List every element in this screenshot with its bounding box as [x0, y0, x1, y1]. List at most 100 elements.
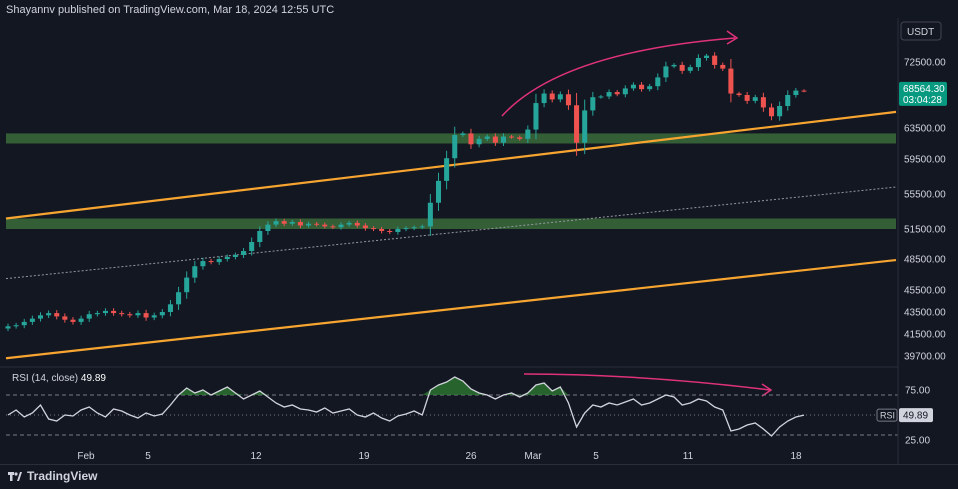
candle — [224, 254, 230, 262]
candle — [565, 89, 571, 110]
price-pane[interactable] — [5, 30, 897, 360]
price-tick-label: 55500.00 — [904, 190, 946, 201]
candle — [655, 73, 661, 91]
candle — [346, 220, 352, 227]
candle-body — [768, 107, 775, 117]
time-tick-label: 5 — [593, 451, 599, 462]
candle — [606, 89, 612, 100]
candle — [322, 222, 328, 229]
rsi-overbought-fill — [211, 387, 244, 395]
candle — [484, 134, 490, 141]
candle-body — [151, 315, 157, 318]
candle-body — [476, 138, 482, 145]
candle-body — [760, 97, 766, 108]
candle — [614, 90, 620, 97]
tradingview-brand: TradingView — [27, 469, 98, 483]
candle — [257, 226, 263, 248]
candle — [541, 89, 547, 108]
candle-body — [647, 86, 653, 90]
candle-body — [200, 261, 206, 267]
price-tick-label: 48500.00 — [904, 255, 946, 266]
candle — [695, 54, 701, 71]
candle — [476, 135, 482, 148]
chart-canvas[interactable]: RSI (14, close) 49.89 72500.00 63500.00 59… — [0, 0, 958, 465]
candle-body — [468, 133, 474, 145]
price-tick-label: 63500.00 — [904, 124, 946, 135]
candle-body — [297, 222, 303, 226]
candle — [21, 318, 27, 329]
currency-selector-box[interactable] — [900, 21, 942, 41]
tradingview-logo[interactable]: TradingView — [8, 469, 97, 483]
candle-body — [509, 136, 515, 138]
arrowhead-icon — [761, 383, 773, 397]
candle-body — [232, 255, 238, 257]
candle — [663, 61, 669, 83]
candle-body — [614, 92, 620, 95]
candle — [419, 224, 425, 230]
candle — [785, 90, 791, 111]
time-tick-label: Feb — [77, 451, 95, 462]
uptrend-arrow-annotation — [501, 37, 736, 117]
rsi-legend-value: 49.89 — [81, 373, 106, 384]
candle — [232, 252, 238, 260]
last-price-badge-box — [899, 81, 947, 106]
support-zone — [6, 218, 896, 229]
candle-body — [549, 93, 555, 100]
candle — [86, 310, 92, 322]
candle-body — [94, 313, 100, 315]
candle-body — [728, 68, 734, 94]
candle-body — [143, 313, 149, 318]
divergence-arrow-annotation — [523, 373, 771, 391]
time-tick-label: 12 — [250, 451, 262, 462]
candle-body — [54, 313, 60, 317]
candle — [768, 103, 775, 121]
candle-body — [176, 292, 182, 305]
candle-body — [62, 316, 68, 320]
candle-body — [167, 304, 173, 312]
candle-body — [322, 224, 328, 227]
price-tick-label: 51500.00 — [904, 225, 946, 236]
candle — [598, 94, 604, 99]
candle — [403, 226, 409, 232]
candle — [687, 64, 693, 74]
currency-selector[interactable]: USDT — [900, 21, 942, 41]
candle — [54, 310, 60, 320]
candle-body — [639, 84, 645, 90]
candle-body — [379, 229, 385, 231]
rsi-name-badge-box — [876, 408, 898, 422]
candle-body — [281, 221, 287, 224]
price-tick-label: 59500.00 — [904, 155, 946, 166]
candle-body — [590, 97, 596, 111]
candle-body — [354, 222, 360, 226]
candle — [314, 221, 320, 227]
candle-body — [744, 95, 750, 101]
candle-body — [119, 313, 125, 315]
candle — [111, 308, 117, 316]
candle-body — [241, 251, 247, 255]
candle — [94, 310, 100, 317]
candle-body — [192, 266, 198, 278]
rsi-tick-label: 75.00 — [905, 386, 930, 397]
candle-body — [598, 96, 604, 98]
candle-body — [21, 321, 27, 326]
rsi-pane[interactable]: RSI (14, close) 49.89 — [6, 373, 898, 437]
candle — [630, 82, 636, 91]
candle — [200, 257, 206, 270]
candle-body — [46, 313, 52, 316]
rsi-legend[interactable]: RSI (14, close) 49.89 — [12, 373, 106, 384]
candle — [777, 101, 783, 121]
candle — [265, 221, 271, 235]
last-price-value: 68564.30 — [903, 84, 945, 95]
candle-body — [801, 90, 807, 92]
candle — [752, 94, 758, 104]
candle-body — [419, 226, 425, 228]
candle — [354, 220, 360, 228]
price-tick-label: 72500.00 — [904, 58, 946, 69]
currency-label: USDT — [907, 27, 934, 38]
price-tick-label: 41500.00 — [904, 330, 946, 341]
candle — [557, 91, 563, 103]
candle-body — [208, 261, 214, 263]
candle — [216, 256, 222, 265]
candle — [452, 126, 458, 168]
candle — [509, 134, 515, 139]
